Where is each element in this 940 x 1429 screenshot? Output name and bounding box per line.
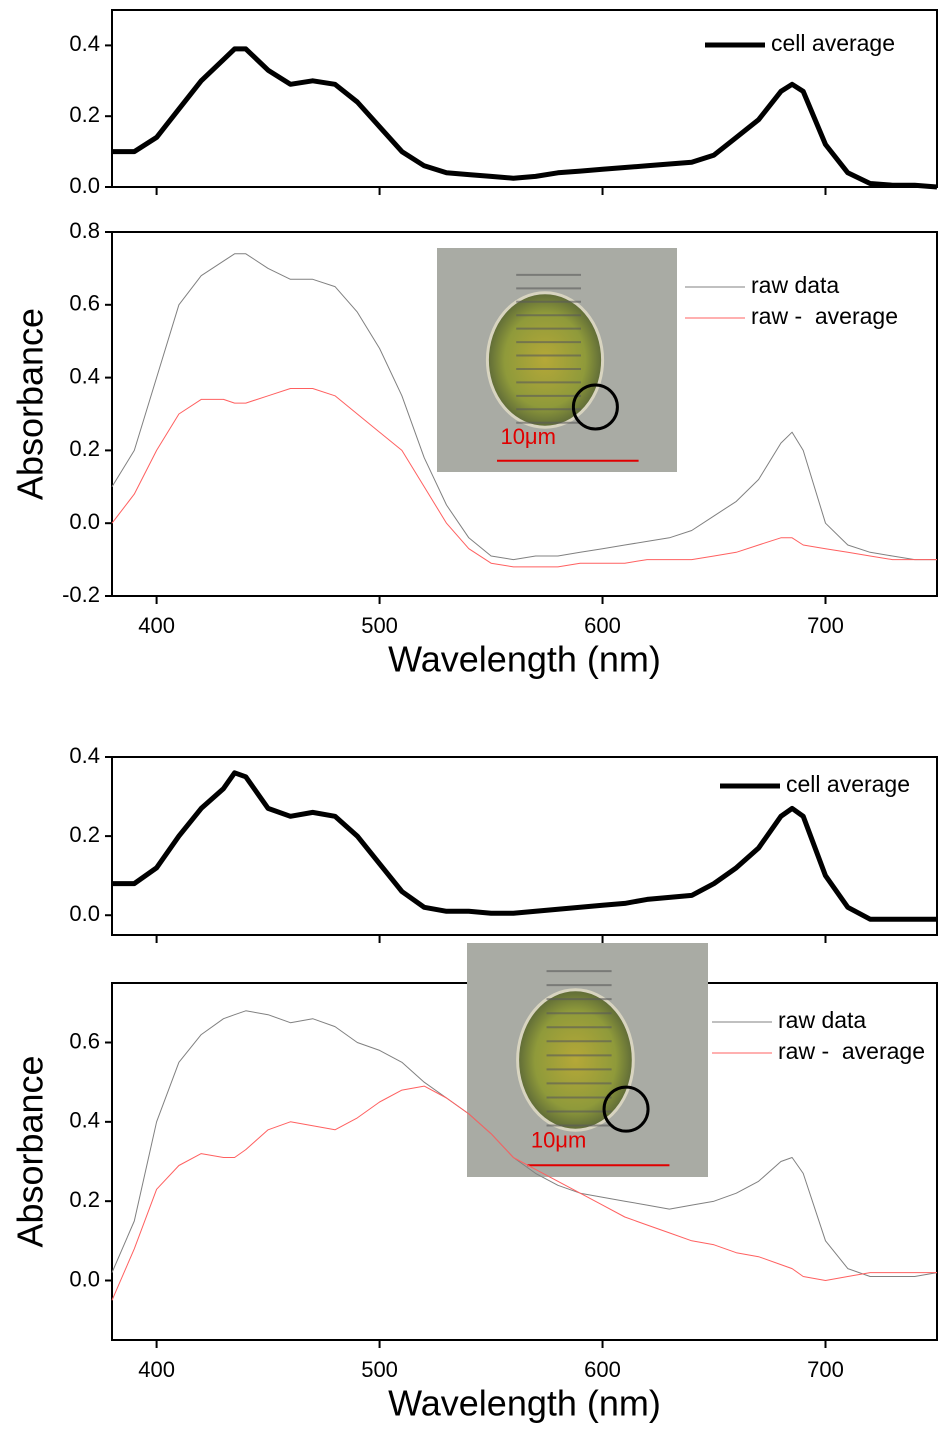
region-circle bbox=[571, 383, 619, 431]
y-tick-label: 0.4 bbox=[69, 363, 100, 388]
y-axis-label: Absorbance bbox=[10, 308, 51, 500]
plot-frame bbox=[111, 231, 938, 597]
x-tick-label: 500 bbox=[361, 613, 398, 638]
plot-frame bbox=[111, 9, 938, 188]
x-axis-label: Wavelength (nm) bbox=[388, 1383, 661, 1424]
legend-label: cell average bbox=[771, 30, 895, 56]
legend-label: cell average bbox=[786, 771, 910, 797]
data-line bbox=[112, 770, 937, 922]
x-tick-label: 400 bbox=[138, 613, 175, 638]
x-axis-label: Wavelength (nm) bbox=[388, 639, 661, 680]
y-tick-label: 0.0 bbox=[69, 173, 100, 198]
y-tick-label: 0.0 bbox=[69, 1266, 100, 1291]
legend-label: raw - average bbox=[778, 1038, 925, 1064]
cell-body bbox=[516, 988, 635, 1132]
legend-label: raw - average bbox=[751, 303, 898, 329]
plot-frame bbox=[111, 756, 938, 936]
y-tick-label: 0.2 bbox=[69, 1187, 100, 1212]
y-tick-label: 0.6 bbox=[69, 291, 100, 316]
x-tick-label: 600 bbox=[584, 613, 621, 638]
data-line bbox=[111, 388, 937, 568]
data-line bbox=[112, 46, 938, 190]
x-tick-label: 600 bbox=[584, 1357, 621, 1382]
y-tick-label: 0.4 bbox=[69, 1108, 100, 1133]
cell-body bbox=[485, 291, 605, 429]
x-tick-label: 700 bbox=[807, 613, 844, 638]
y-tick-label: 0.0 bbox=[69, 901, 100, 926]
y-tick-label: 0.2 bbox=[69, 436, 100, 461]
y-tick-label: 0.2 bbox=[69, 102, 100, 127]
data-line bbox=[111, 1085, 937, 1301]
x-tick-label: 400 bbox=[138, 1357, 175, 1382]
scale-label: 10μm bbox=[500, 424, 555, 449]
data-line bbox=[111, 1010, 938, 1277]
cell-image: 10μm bbox=[437, 248, 677, 472]
region-circle bbox=[602, 1085, 650, 1133]
data-line bbox=[111, 253, 937, 561]
y-axis-label: Absorbance bbox=[10, 1055, 51, 1247]
y-tick-label: 0.4 bbox=[69, 31, 100, 56]
y-tick-label: 0.2 bbox=[69, 822, 100, 847]
cell-image: 10μm bbox=[467, 943, 708, 1177]
y-tick-label: 0.0 bbox=[69, 509, 100, 534]
legend-label: raw data bbox=[778, 1007, 866, 1033]
y-tick-label: -0.2 bbox=[62, 582, 100, 607]
y-tick-label: 0.8 bbox=[69, 218, 100, 243]
scale-label: 10μm bbox=[531, 1128, 586, 1153]
y-tick-label: 0.6 bbox=[69, 1028, 100, 1053]
x-tick-label: 700 bbox=[807, 1357, 844, 1382]
legend-label: raw data bbox=[751, 272, 839, 298]
x-tick-label: 500 bbox=[361, 1357, 398, 1382]
y-tick-label: 0.4 bbox=[69, 743, 100, 768]
